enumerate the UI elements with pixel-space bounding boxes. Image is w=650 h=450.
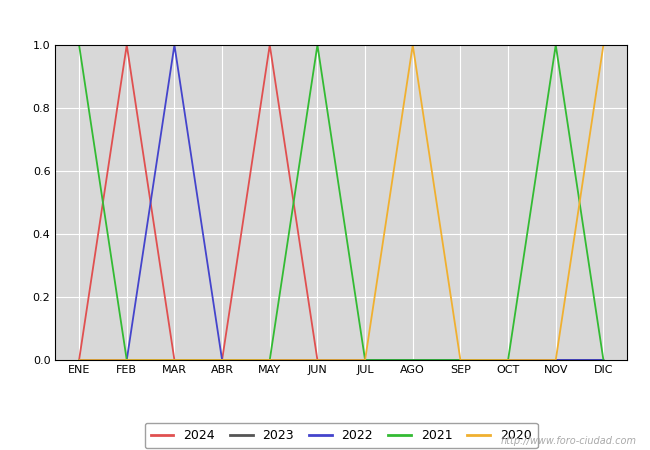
Text: http://www.foro-ciudad.com: http://www.foro-ciudad.com <box>501 436 637 446</box>
Legend: 2024, 2023, 2022, 2021, 2020: 2024, 2023, 2022, 2021, 2020 <box>144 423 538 449</box>
Text: Matriculaciones de Vehículos en Cubla: Matriculaciones de Vehículos en Cubla <box>151 11 499 29</box>
